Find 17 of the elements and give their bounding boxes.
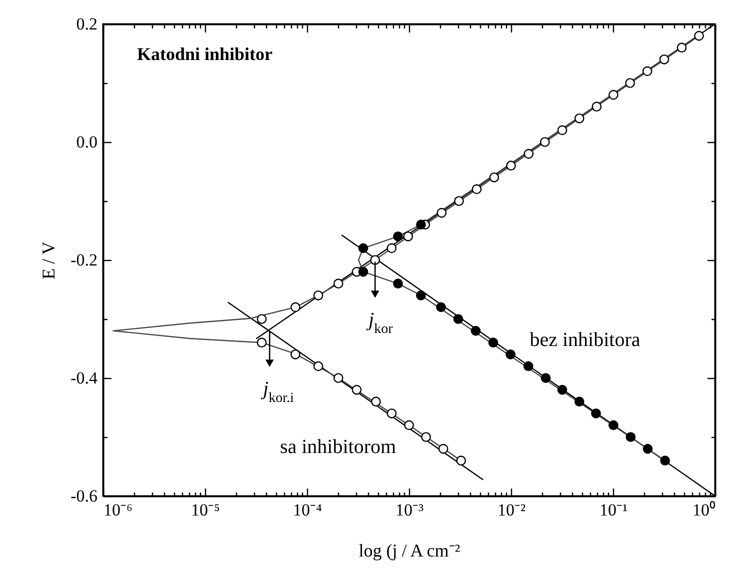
y-axis-title: E / V (38, 242, 59, 280)
y-tick-label: 0.0 (76, 132, 98, 152)
x-axis-title: log (j / A cm⁻² (358, 540, 460, 560)
x-tick-label: 10⁻⁴ (293, 500, 322, 520)
annotation: sa inhibitorom (280, 436, 396, 458)
x-tick-label: 10⁻⁶ (104, 500, 132, 520)
x-tick-label: 10⁻³ (395, 500, 424, 520)
x-tick-label: 10⁰ (692, 500, 716, 520)
text: Katodni inhibitor (137, 44, 273, 64)
x-tick-label: 10⁻¹ (599, 500, 628, 520)
y-tick-label: -0.4 (70, 368, 98, 388)
y-tick-label: 0.2 (76, 14, 98, 34)
y-tick-label: -0.2 (70, 250, 98, 270)
x-tick-label: 10⁻⁵ (191, 500, 220, 520)
annotation: bez inhibitora (530, 329, 640, 351)
y-tick-label: -0.6 (70, 486, 98, 506)
x-tick-label: 10⁻² (497, 500, 526, 520)
